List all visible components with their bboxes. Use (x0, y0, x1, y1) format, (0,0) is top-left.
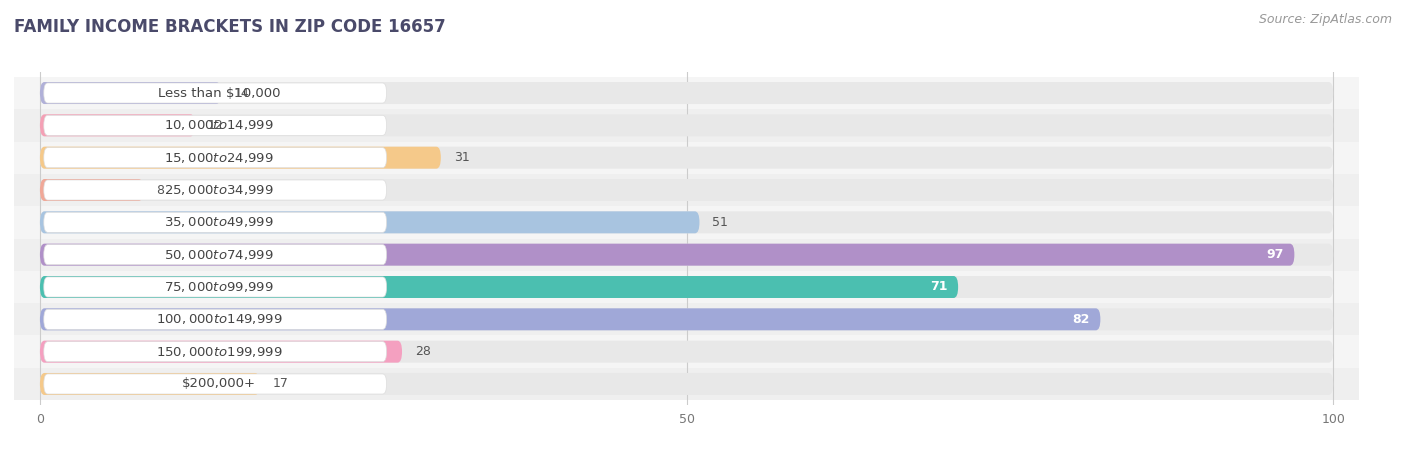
FancyBboxPatch shape (39, 212, 700, 234)
FancyBboxPatch shape (39, 308, 1101, 330)
Text: $35,000 to $49,999: $35,000 to $49,999 (165, 216, 274, 230)
FancyBboxPatch shape (39, 243, 1333, 266)
Text: 97: 97 (1267, 248, 1284, 261)
FancyBboxPatch shape (14, 238, 1360, 271)
FancyBboxPatch shape (44, 180, 387, 200)
Text: 17: 17 (273, 378, 288, 391)
Text: Less than $10,000: Less than $10,000 (157, 86, 280, 99)
FancyBboxPatch shape (39, 147, 441, 169)
FancyBboxPatch shape (44, 374, 387, 394)
Text: Source: ZipAtlas.com: Source: ZipAtlas.com (1258, 14, 1392, 27)
FancyBboxPatch shape (14, 336, 1360, 368)
FancyBboxPatch shape (39, 114, 195, 136)
Text: FAMILY INCOME BRACKETS IN ZIP CODE 16657: FAMILY INCOME BRACKETS IN ZIP CODE 16657 (14, 18, 446, 36)
Text: $15,000 to $24,999: $15,000 to $24,999 (165, 151, 274, 165)
FancyBboxPatch shape (39, 114, 1333, 136)
FancyBboxPatch shape (39, 373, 260, 395)
FancyBboxPatch shape (44, 83, 387, 103)
FancyBboxPatch shape (14, 206, 1360, 238)
FancyBboxPatch shape (14, 141, 1360, 174)
FancyBboxPatch shape (39, 212, 1333, 234)
FancyBboxPatch shape (39, 179, 1333, 201)
FancyBboxPatch shape (39, 179, 143, 201)
FancyBboxPatch shape (44, 245, 387, 265)
Text: 31: 31 (454, 151, 470, 164)
Text: $100,000 to $149,999: $100,000 to $149,999 (156, 312, 283, 326)
FancyBboxPatch shape (44, 277, 387, 297)
FancyBboxPatch shape (39, 308, 1333, 330)
FancyBboxPatch shape (14, 271, 1360, 303)
FancyBboxPatch shape (39, 276, 957, 298)
FancyBboxPatch shape (14, 368, 1360, 400)
FancyBboxPatch shape (14, 109, 1360, 141)
FancyBboxPatch shape (44, 342, 387, 362)
Text: $10,000 to $14,999: $10,000 to $14,999 (165, 118, 274, 132)
Text: 14: 14 (233, 86, 250, 99)
Text: 82: 82 (1073, 313, 1090, 326)
FancyBboxPatch shape (39, 243, 1295, 266)
Text: 8: 8 (156, 184, 165, 197)
FancyBboxPatch shape (14, 303, 1360, 336)
FancyBboxPatch shape (39, 82, 221, 104)
FancyBboxPatch shape (14, 174, 1360, 206)
FancyBboxPatch shape (44, 212, 387, 232)
FancyBboxPatch shape (14, 77, 1360, 109)
FancyBboxPatch shape (39, 147, 1333, 169)
Text: $150,000 to $199,999: $150,000 to $199,999 (156, 345, 283, 359)
FancyBboxPatch shape (39, 276, 1333, 298)
FancyBboxPatch shape (39, 373, 1333, 395)
FancyBboxPatch shape (39, 341, 1333, 363)
Text: 71: 71 (931, 280, 948, 293)
FancyBboxPatch shape (44, 309, 387, 329)
Text: $25,000 to $34,999: $25,000 to $34,999 (165, 183, 274, 197)
FancyBboxPatch shape (39, 82, 1333, 104)
Text: $200,000+: $200,000+ (181, 378, 256, 391)
FancyBboxPatch shape (44, 148, 387, 168)
Text: $50,000 to $74,999: $50,000 to $74,999 (165, 248, 274, 261)
FancyBboxPatch shape (39, 341, 402, 363)
Text: $75,000 to $99,999: $75,000 to $99,999 (165, 280, 274, 294)
Text: 28: 28 (415, 345, 430, 358)
FancyBboxPatch shape (44, 115, 387, 135)
Text: 51: 51 (713, 216, 728, 229)
Text: 12: 12 (208, 119, 224, 132)
